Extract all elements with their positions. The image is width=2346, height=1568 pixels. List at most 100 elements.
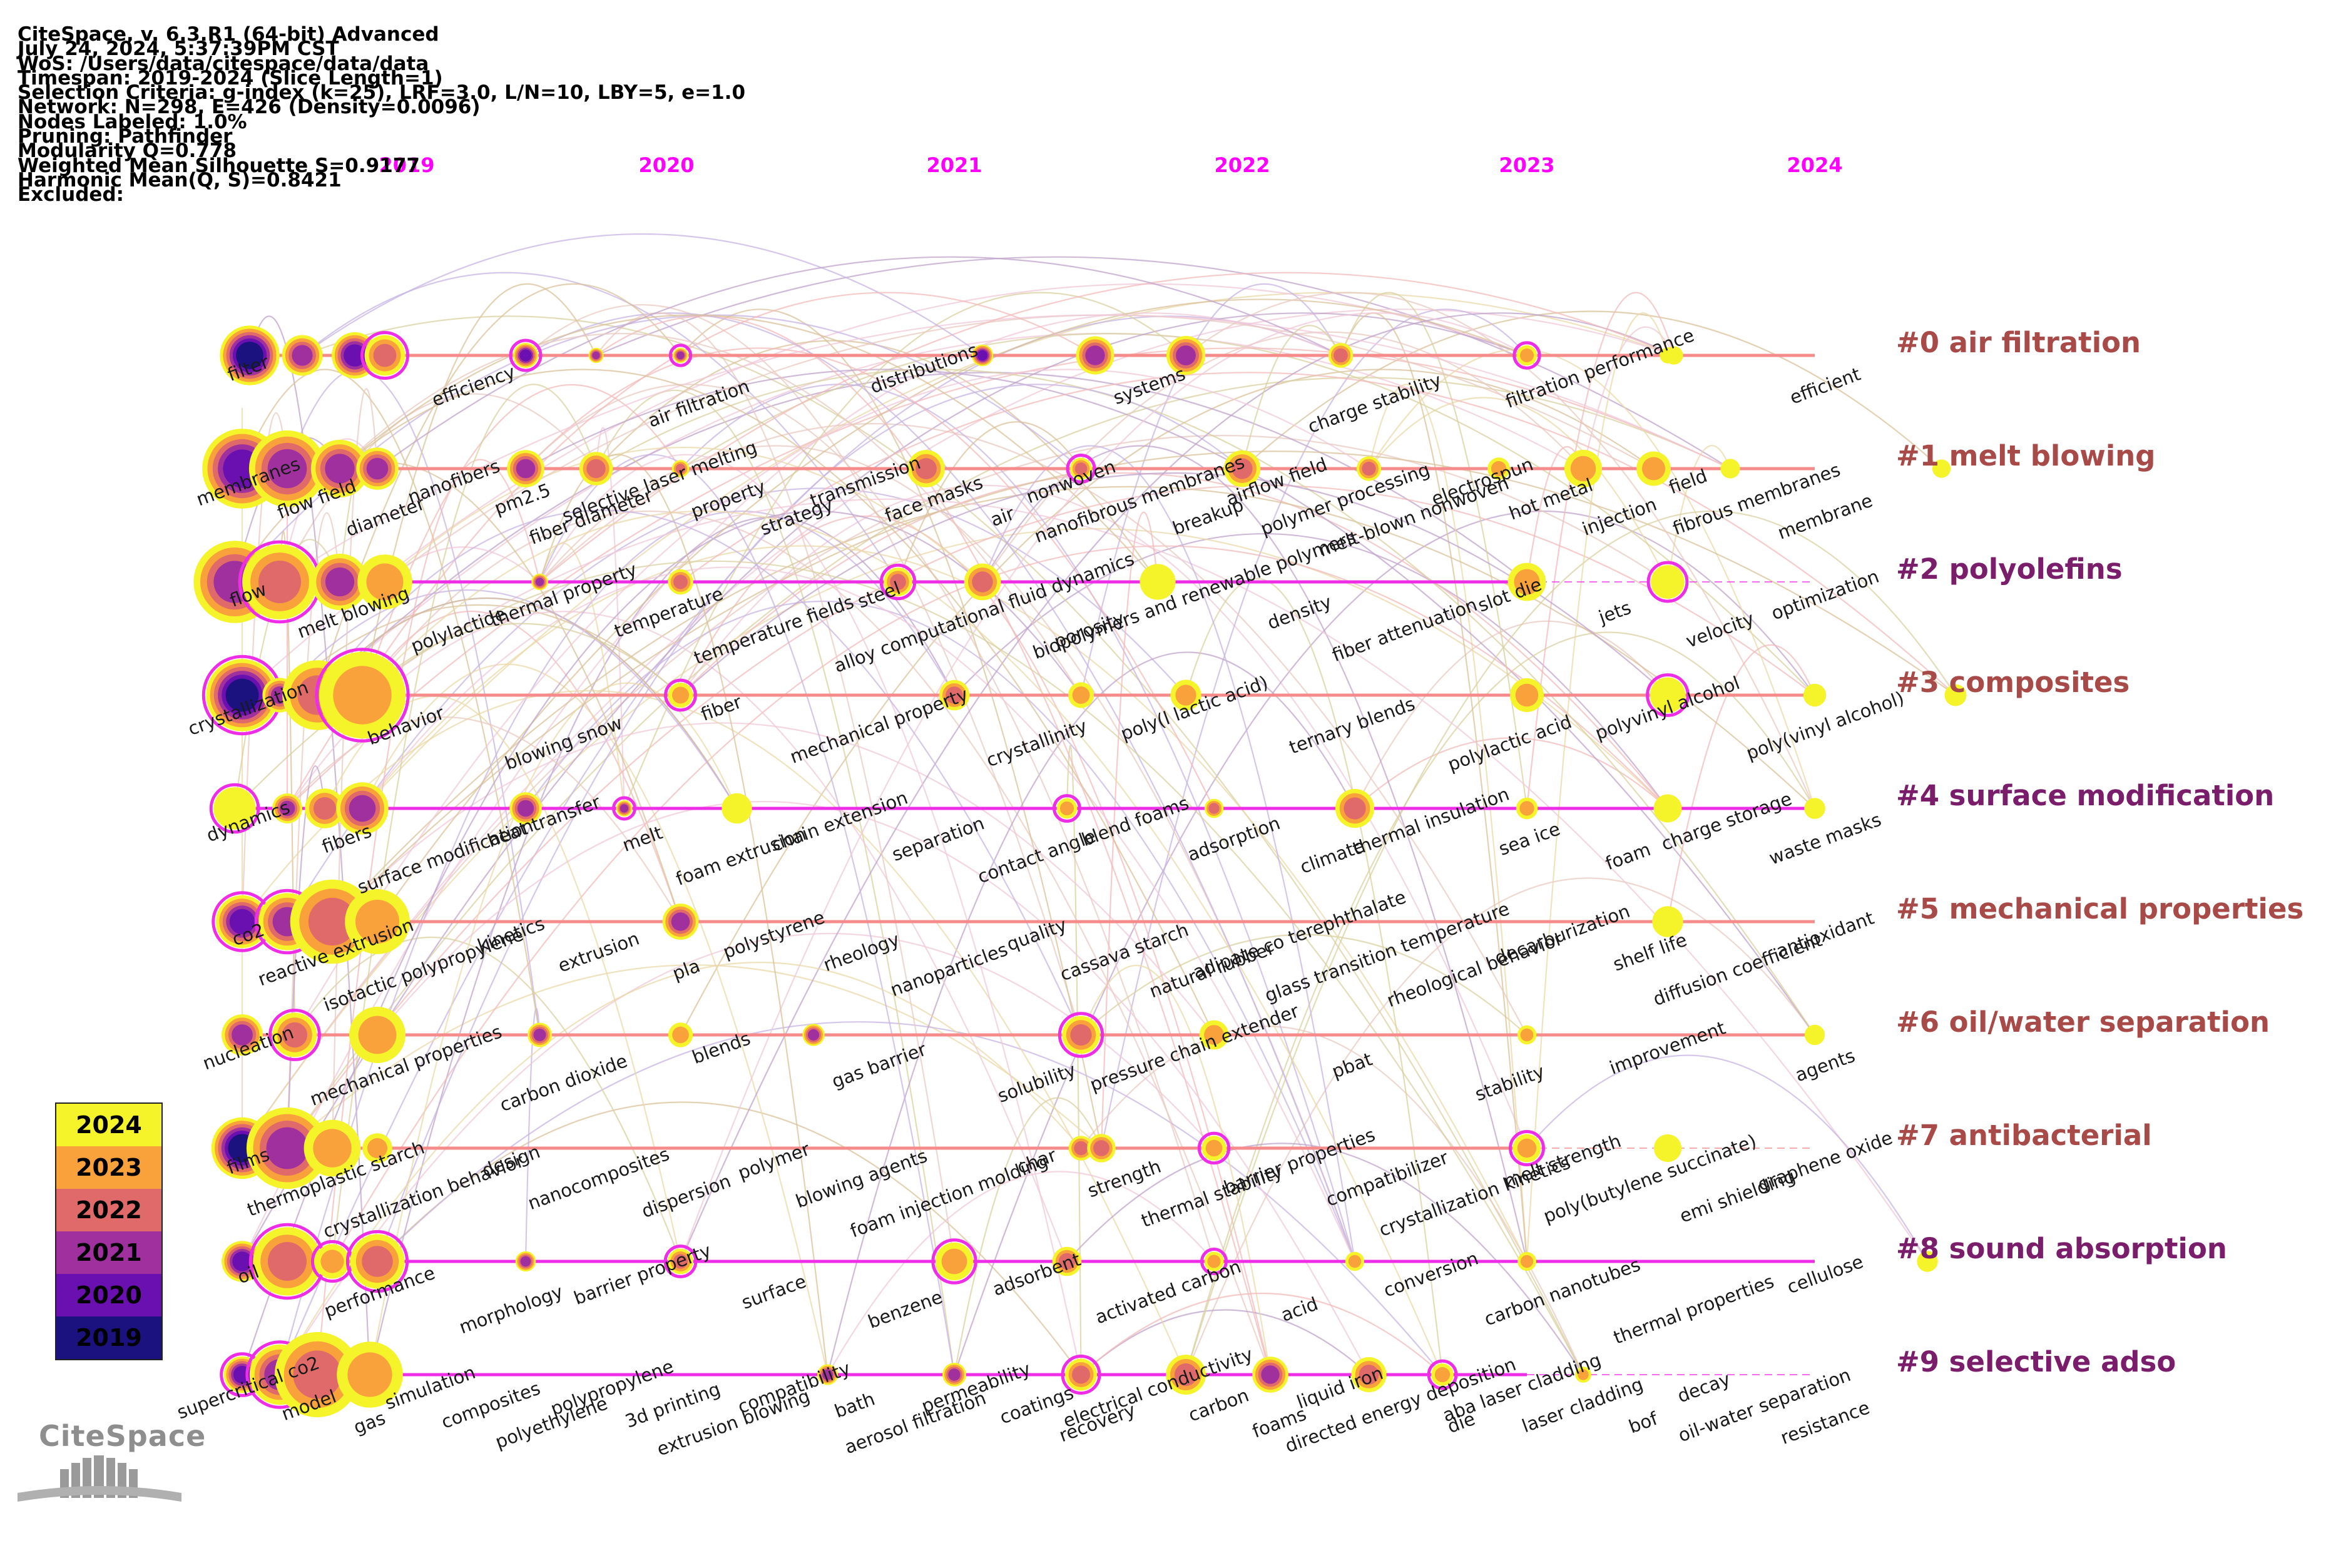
keyword-node[interactable] (282, 335, 323, 376)
keyword-node[interactable] (1068, 1136, 1094, 1161)
keyword-node[interactable] (1166, 335, 1206, 375)
keyword-node[interactable] (311, 553, 369, 611)
keyword-node[interactable] (1076, 336, 1114, 375)
keyword-node[interactable] (1335, 788, 1375, 828)
keyword-node[interactable] (668, 569, 693, 595)
keyword-node[interactable] (246, 1107, 329, 1189)
keyword-node[interactable] (931, 1238, 977, 1285)
keyword-node[interactable] (238, 540, 322, 624)
keyword-node[interactable] (272, 793, 302, 823)
keyword-node[interactable] (907, 450, 945, 487)
keyword-node[interactable] (1804, 1024, 1825, 1046)
keyword-node[interactable] (942, 1363, 966, 1387)
keyword-node[interactable] (515, 1251, 536, 1272)
keyword-node[interactable] (1328, 343, 1354, 368)
keyword-node[interactable] (1517, 1252, 1536, 1271)
keyword-node[interactable] (964, 563, 1001, 601)
keyword-node[interactable] (201, 654, 283, 736)
keyword-node[interactable] (310, 439, 369, 498)
keyword-node[interactable] (1068, 682, 1094, 708)
keyword-node[interactable] (1223, 450, 1261, 487)
keyword-node[interactable] (1058, 1012, 1104, 1058)
keyword-node[interactable] (248, 1223, 326, 1300)
keyword-node[interactable] (1052, 1246, 1082, 1276)
keyword-node[interactable] (1665, 346, 1683, 365)
keyword-node[interactable] (817, 1364, 838, 1385)
keyword-node[interactable] (1170, 680, 1201, 711)
keyword-node[interactable] (357, 554, 412, 609)
keyword-node[interactable] (274, 1331, 360, 1418)
keyword-node[interactable] (1636, 451, 1671, 486)
keyword-node[interactable] (588, 347, 604, 364)
keyword-node[interactable] (509, 792, 542, 825)
keyword-node[interactable] (1646, 561, 1689, 603)
keyword-node[interactable] (1053, 794, 1081, 823)
keyword-node[interactable] (356, 447, 399, 490)
keyword-node[interactable] (1720, 459, 1740, 479)
keyword-node[interactable] (663, 1245, 698, 1278)
keyword-node[interactable] (1803, 683, 1827, 707)
keyword-node[interactable] (664, 678, 697, 712)
keyword-node[interactable] (1516, 797, 1538, 820)
keyword-node[interactable] (1517, 1025, 1537, 1045)
keyword-node[interactable] (337, 1341, 403, 1408)
keyword-node[interactable] (662, 904, 699, 940)
keyword-node[interactable] (1564, 449, 1603, 488)
keyword-node[interactable] (268, 1009, 321, 1061)
keyword-node[interactable] (1804, 798, 1825, 819)
keyword-node[interactable] (1199, 1020, 1229, 1050)
keyword-node[interactable] (579, 452, 613, 486)
keyword-node[interactable] (1197, 1131, 1231, 1165)
keyword-node[interactable] (1351, 1357, 1387, 1392)
keyword-node[interactable] (1917, 1251, 1938, 1272)
keyword-node[interactable] (336, 782, 389, 835)
keyword-node[interactable] (1252, 1357, 1288, 1393)
keyword-node[interactable] (209, 783, 260, 834)
keyword-node[interactable] (212, 891, 273, 952)
keyword-node[interactable] (1944, 684, 1967, 706)
keyword-node[interactable] (722, 793, 752, 824)
keyword-node[interactable] (507, 450, 544, 487)
keyword-node[interactable] (1200, 1248, 1228, 1275)
keyword-node[interactable] (879, 563, 917, 601)
keyword-node[interactable] (1427, 1359, 1458, 1390)
keyword-node[interactable] (345, 889, 410, 954)
keyword-node[interactable] (939, 680, 970, 711)
keyword-node[interactable] (305, 788, 345, 828)
keyword-node[interactable] (362, 1133, 392, 1163)
keyword-node[interactable] (1646, 673, 1690, 717)
keyword-node[interactable] (612, 796, 636, 821)
keyword-node[interactable] (360, 331, 409, 380)
keyword-node[interactable] (1652, 906, 1683, 937)
keyword-node[interactable] (345, 1229, 409, 1293)
keyword-node[interactable] (509, 339, 543, 372)
keyword-node[interactable] (1653, 794, 1682, 823)
keyword-node[interactable] (971, 344, 994, 367)
keyword-node[interactable] (1166, 1355, 1206, 1395)
keyword-node[interactable] (1356, 456, 1382, 481)
keyword-node[interactable] (668, 1022, 693, 1047)
keyword-node[interactable] (315, 648, 410, 743)
keyword-node[interactable] (802, 1024, 825, 1046)
keyword-node[interactable] (671, 460, 690, 477)
keyword-node[interactable] (222, 1014, 263, 1056)
keyword-node[interactable] (1140, 564, 1176, 600)
keyword-node[interactable] (1509, 678, 1544, 713)
keyword-node[interactable] (1653, 1134, 1682, 1163)
keyword-node[interactable] (668, 344, 693, 367)
keyword-node[interactable] (220, 325, 280, 385)
keyword-node[interactable] (1575, 1367, 1591, 1383)
keyword-node[interactable] (1087, 1134, 1116, 1163)
keyword-node[interactable] (531, 573, 548, 591)
keyword-node[interactable] (1345, 1251, 1365, 1271)
keyword-node[interactable] (1507, 563, 1546, 601)
keyword-node[interactable] (303, 1119, 361, 1177)
keyword-node[interactable] (528, 1022, 552, 1047)
keyword-node[interactable] (1061, 1355, 1101, 1395)
keyword-node[interactable] (1512, 341, 1541, 370)
keyword-node[interactable] (1066, 454, 1096, 484)
keyword-node[interactable] (1204, 798, 1224, 818)
keyword-node[interactable] (1487, 457, 1510, 480)
keyword-node[interactable] (310, 1240, 354, 1283)
keyword-node[interactable] (1932, 459, 1951, 478)
